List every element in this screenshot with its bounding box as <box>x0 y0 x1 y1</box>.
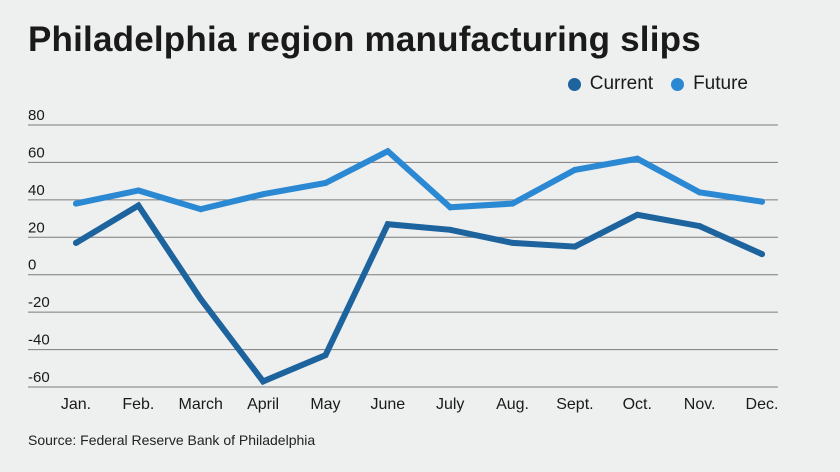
data-point-current <box>73 239 79 246</box>
x-tick-label: Feb. <box>122 396 154 413</box>
x-tick-label: Oct. <box>623 396 652 413</box>
data-point-future <box>696 189 703 196</box>
y-tick-label: 20 <box>28 219 45 236</box>
y-tick-label: -40 <box>28 332 50 349</box>
data-point-future <box>509 200 516 207</box>
data-point-current <box>322 352 329 359</box>
legend-label-future: Future <box>693 73 748 94</box>
data-point-future <box>759 198 765 205</box>
y-tick-label: 60 <box>28 144 45 161</box>
data-point-current <box>696 223 703 230</box>
legend-swatch-future <box>671 77 685 91</box>
y-tick-label: 80 <box>28 107 45 124</box>
data-point-future <box>634 155 641 162</box>
x-tick-label: Aug. <box>496 396 529 413</box>
x-tick-label: Dec. <box>746 396 779 413</box>
data-point-future <box>135 187 142 194</box>
data-point-current <box>634 211 641 218</box>
x-tick-label: Sept. <box>556 396 593 413</box>
data-point-current <box>447 226 454 233</box>
data-point-current <box>135 202 142 209</box>
chart-title: Philadelphia region manufacturing slips <box>28 20 701 59</box>
data-point-future <box>322 180 329 187</box>
data-point-current <box>509 239 516 246</box>
y-tick-label: -60 <box>28 369 50 386</box>
x-tick-label: Nov. <box>684 396 716 413</box>
source-note: Source: Federal Reserve Bank of Philadel… <box>28 432 316 448</box>
x-tick-label: June <box>370 396 405 413</box>
data-point-future <box>571 166 578 173</box>
data-point-current <box>384 221 391 228</box>
y-tick-label: 40 <box>28 182 45 199</box>
x-tick-label: July <box>436 396 464 413</box>
data-point-future <box>447 204 454 211</box>
legend-item-future: Future <box>671 73 748 95</box>
x-tick-label: April <box>247 396 279 413</box>
data-point-current <box>197 296 204 303</box>
data-point-future <box>73 200 79 207</box>
data-point-current <box>571 243 578 250</box>
series-line-future <box>73 147 765 213</box>
legend-swatch-current <box>567 77 581 91</box>
y-tick-label: -20 <box>28 294 50 311</box>
series-line-current <box>73 201 765 386</box>
data-point-future <box>197 206 204 213</box>
x-tick-label: May <box>310 396 340 413</box>
data-point-current <box>759 251 765 258</box>
x-tick-label: Jan. <box>61 396 91 413</box>
chart-legend: Current Future <box>567 73 748 95</box>
legend-label-current: Current <box>589 73 654 94</box>
y-tick-label: 0 <box>28 257 36 274</box>
data-point-current <box>260 378 267 385</box>
data-point-future <box>384 148 391 155</box>
data-point-future <box>260 191 267 198</box>
x-tick-label: March <box>179 396 223 413</box>
legend-item-current: Current <box>567 73 654 95</box>
